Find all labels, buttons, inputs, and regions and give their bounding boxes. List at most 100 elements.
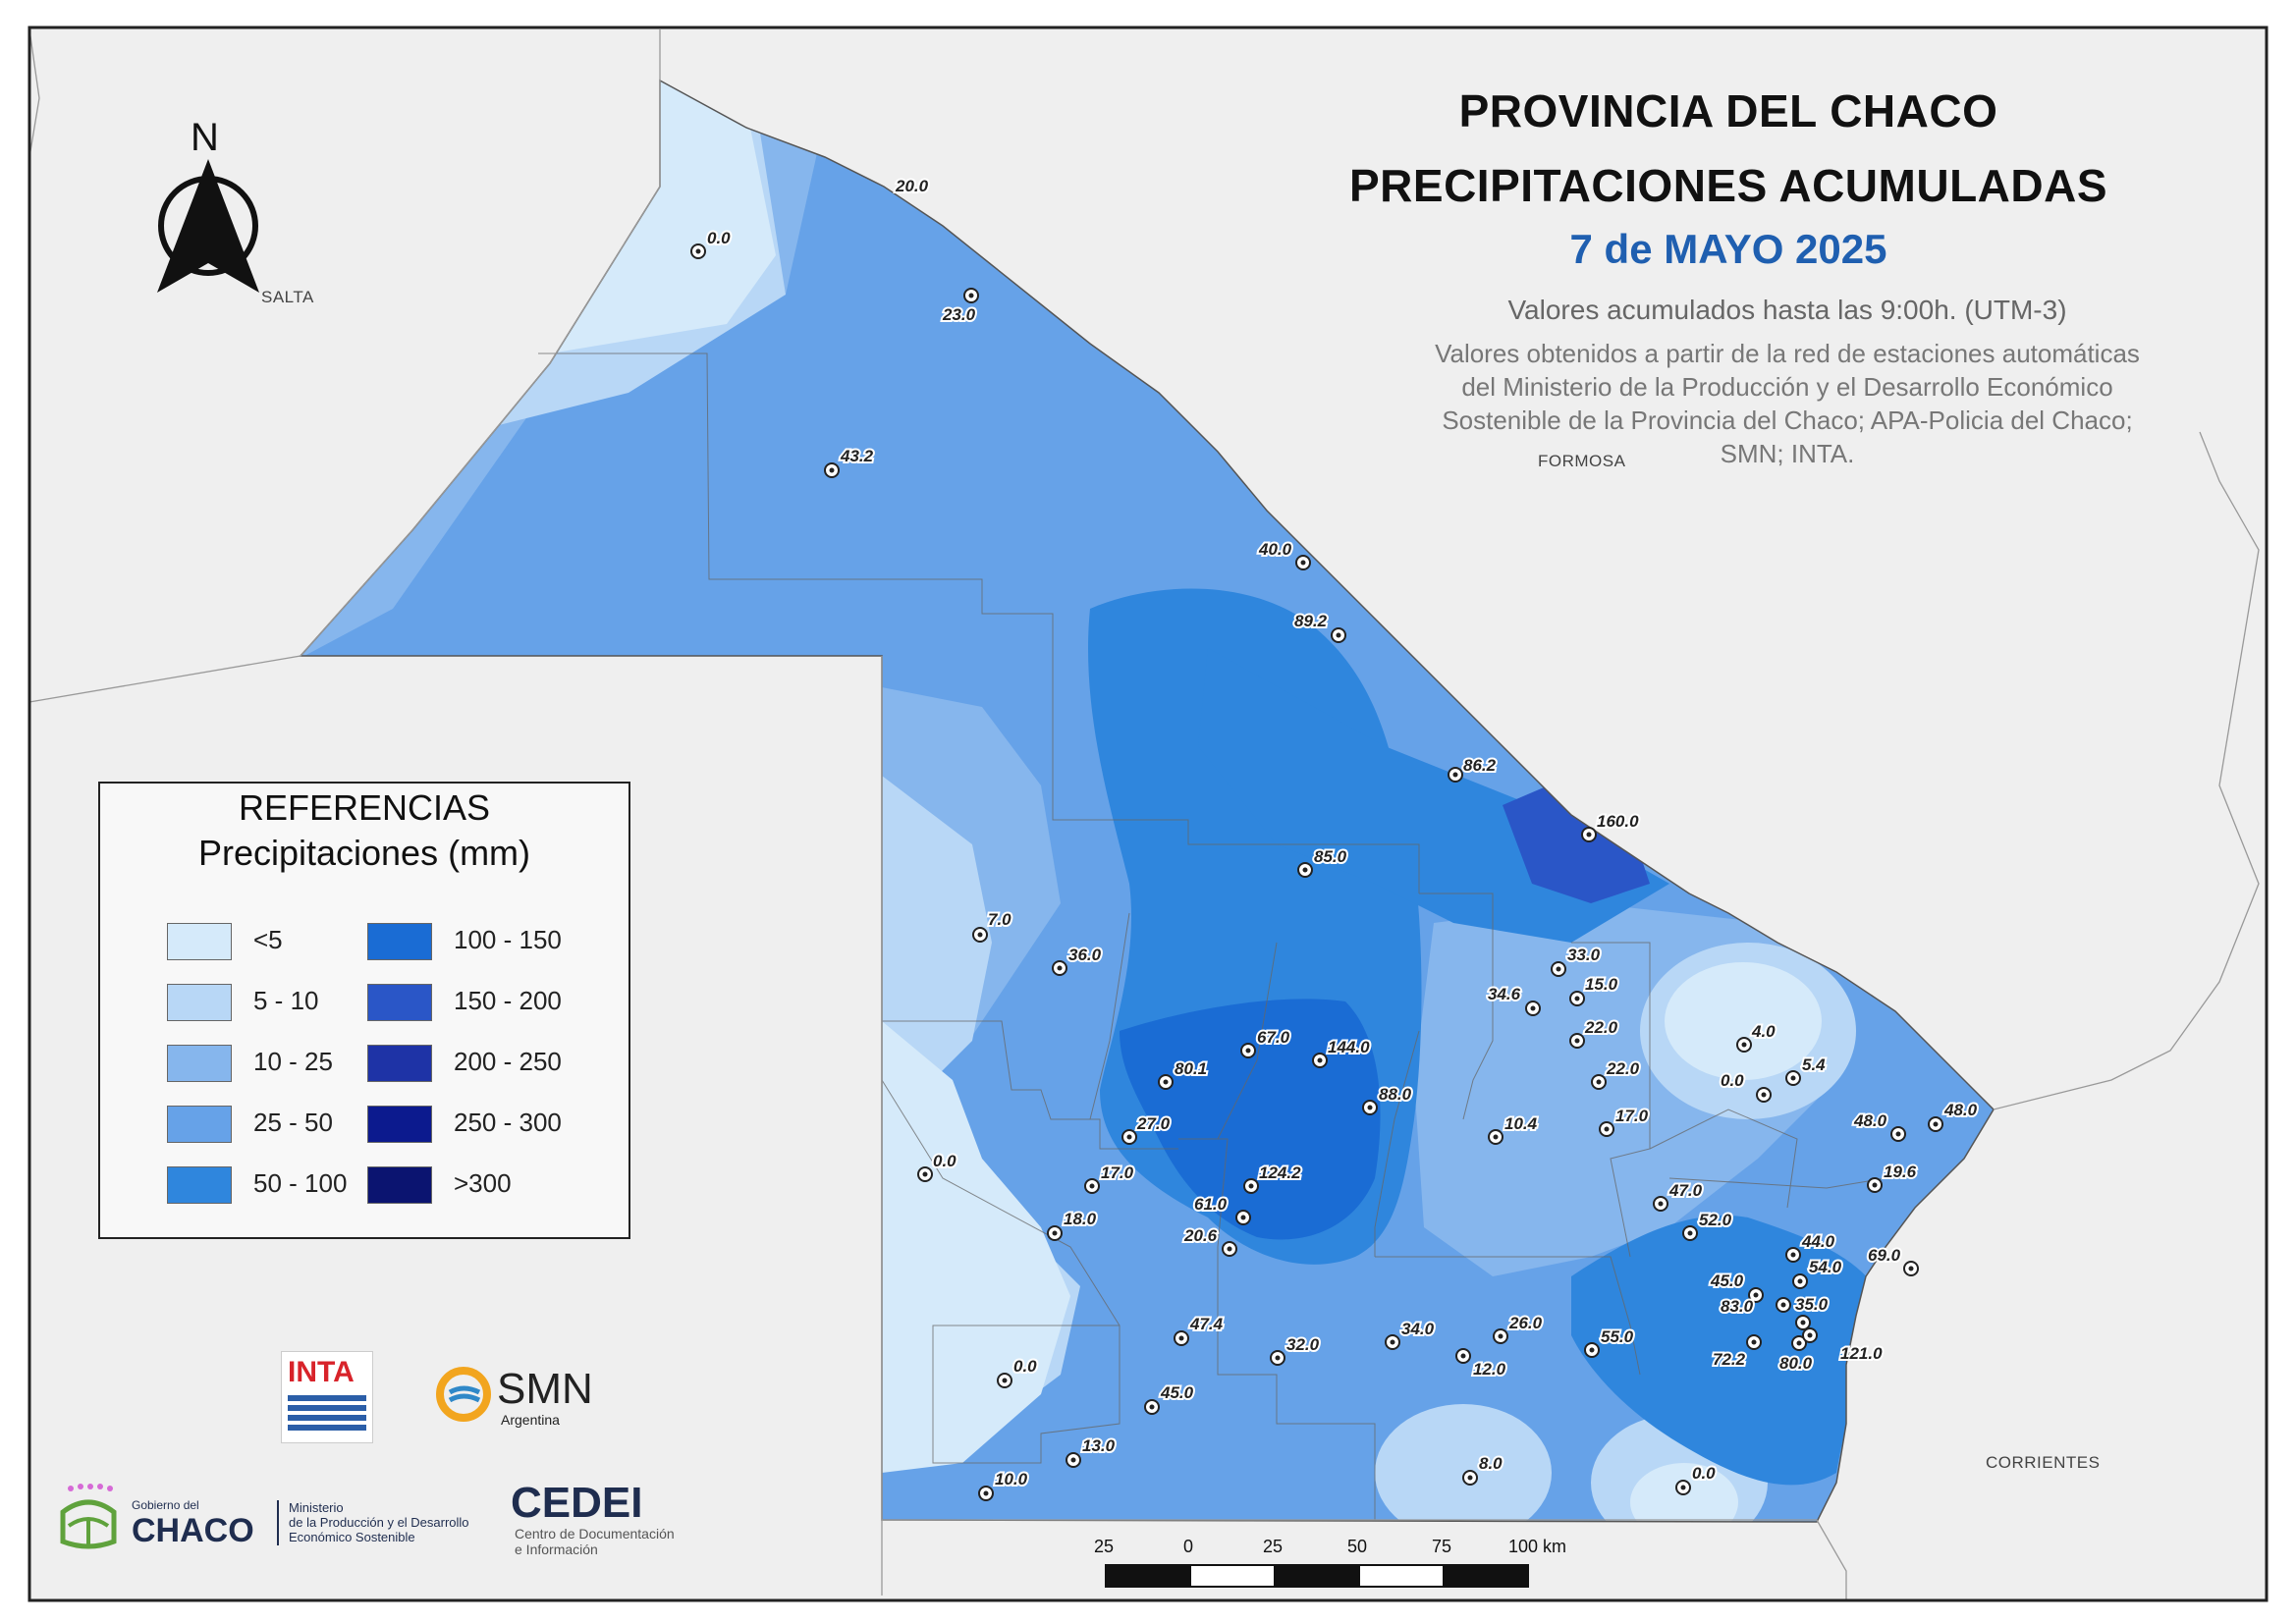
station-value: 33.0: [1567, 946, 1601, 964]
station-value: 17.0: [1615, 1107, 1649, 1125]
station-value: 80.0: [1779, 1354, 1813, 1373]
region-label-corrientes: CORRIENTES: [1986, 1453, 2101, 1472]
cedei-subtext-line: e Información: [515, 1542, 598, 1557]
station-value: 20.0: [895, 177, 929, 195]
source-line: del Ministerio de la Producción y el Des…: [1461, 372, 2113, 402]
station-value: 10.0: [995, 1470, 1028, 1488]
gobierno-big-text: CHACO: [132, 1512, 254, 1549]
station-value: 72.2: [1713, 1350, 1746, 1369]
scale-bar: [1105, 1564, 1529, 1588]
station-marker-dot: [1126, 1134, 1132, 1140]
station-marker-dot: [1687, 1230, 1693, 1236]
legend-swatch: [367, 1045, 432, 1082]
map-title-line2: PRECIPITACIONES ACUMULADAS: [1348, 160, 2108, 211]
station-marker-dot: [1658, 1201, 1664, 1207]
station-value: 86.2: [1463, 756, 1497, 775]
station-value: 83.0: [1721, 1297, 1754, 1316]
station-value: 88.0: [1379, 1085, 1412, 1104]
legend-label: <5: [253, 925, 283, 954]
station-value: 4.0: [1751, 1022, 1776, 1041]
station-value: 52.0: [1699, 1211, 1732, 1229]
station-value: 18.0: [1064, 1210, 1097, 1228]
source-text: Valores obtenidos a partir de la red de …: [1316, 337, 2259, 470]
station-marker-dot: [1317, 1057, 1323, 1063]
legend-swatch: [167, 923, 232, 960]
scale-label: 50: [1347, 1537, 1368, 1556]
station-value: 0.0: [1692, 1464, 1716, 1483]
gobierno-chaco-logo: Gobierno del CHACO Ministerio de la Prod…: [57, 1483, 509, 1557]
station-value: 34.6: [1488, 985, 1521, 1003]
cedei-logo: CEDEI Centro de Documentación e Informac…: [511, 1479, 707, 1557]
legend-label: 5 - 10: [253, 986, 319, 1015]
station-value: 0.0: [707, 229, 731, 247]
legend-label: 10 - 25: [253, 1047, 333, 1076]
legend-label: 150 - 200: [454, 986, 562, 1015]
station-value: 44.0: [1801, 1232, 1835, 1251]
north-label: N: [191, 116, 219, 159]
legend-swatch: [367, 984, 432, 1021]
station-marker-dot: [1574, 1038, 1580, 1044]
ministry-line: de la Producción y el Desarrollo: [289, 1515, 469, 1530]
smn-logo: SMN Argentina: [436, 1363, 613, 1432]
north-arrow: N: [147, 116, 275, 293]
station-marker-dot: [1300, 560, 1306, 566]
legend-swatch: [167, 984, 232, 1021]
station-marker-dot: [1530, 1005, 1536, 1011]
station-value: 89.2: [1294, 612, 1328, 630]
legend-label: 100 - 150: [454, 925, 562, 954]
legend-swatch: [367, 1166, 432, 1204]
zone-lt5-south: [1630, 1463, 1738, 1522]
legend-label: 50 - 100: [253, 1168, 348, 1198]
station-marker-dot: [1556, 966, 1561, 972]
map-subtitle: Valores acumulados hasta las 9:00h. (UTM…: [1507, 295, 2067, 325]
station-marker-dot: [983, 1490, 989, 1496]
station-marker-dot: [1089, 1183, 1095, 1189]
station-value: 121.0: [1840, 1344, 1883, 1363]
zone-150-200: [1503, 776, 1650, 903]
station-marker-dot: [1227, 1246, 1232, 1252]
station-marker-dot: [1751, 1339, 1757, 1345]
station-marker-dot: [1057, 965, 1063, 971]
station-value: 20.6: [1183, 1226, 1218, 1245]
legend-swatch: [167, 1166, 232, 1204]
station-marker-dot: [1178, 1335, 1184, 1341]
station-value: 35.0: [1795, 1295, 1829, 1314]
station-marker-dot: [922, 1171, 928, 1177]
scale-label: 75: [1432, 1537, 1452, 1556]
station-marker-dot: [1796, 1340, 1802, 1346]
station-marker-dot: [977, 932, 983, 938]
station-value: 15.0: [1585, 975, 1618, 994]
station-marker-dot: [1790, 1252, 1796, 1258]
station-value: 7.0: [988, 910, 1011, 929]
inta-logo-stripes: [288, 1395, 366, 1434]
source-line: Valores obtenidos a partir de la red de …: [1435, 339, 2140, 368]
map-date: 7 de MAYO 2025: [1569, 226, 1887, 272]
legend-swatch: [367, 1106, 432, 1143]
station-marker-dot: [1596, 1079, 1602, 1085]
station-value: 22.0: [1606, 1059, 1640, 1078]
station-value: 26.0: [1508, 1314, 1543, 1332]
station-value: 23.0: [942, 305, 976, 324]
station-marker-dot: [695, 248, 701, 254]
legend-label: >300: [454, 1168, 512, 1198]
legend-label: 250 - 300: [454, 1108, 562, 1137]
scale-label: 25: [1094, 1537, 1115, 1556]
station-value: 48.0: [1943, 1101, 1978, 1119]
station-value: 12.0: [1473, 1360, 1506, 1379]
scale-label: 25: [1263, 1537, 1284, 1556]
chaco-leaf-icon: [60, 1484, 117, 1549]
station-value: 80.1: [1175, 1059, 1207, 1078]
station-value: 144.0: [1328, 1038, 1370, 1056]
smn-logo-icon: [436, 1367, 491, 1422]
region-label-formosa: FORMOSA: [1538, 452, 1626, 470]
station-marker-dot: [1895, 1131, 1901, 1137]
provincial-boundaries: [28, 28, 2260, 1600]
station-marker-dot: [829, 467, 835, 473]
station-marker-dot: [1163, 1079, 1169, 1085]
station-value: 10.4: [1504, 1114, 1538, 1133]
station-marker-dot: [1275, 1355, 1281, 1361]
station-value: 55.0: [1601, 1327, 1634, 1346]
station-value: 61.0: [1194, 1195, 1228, 1214]
station-marker-dot: [1761, 1092, 1767, 1098]
station-marker-dot: [1586, 832, 1592, 838]
